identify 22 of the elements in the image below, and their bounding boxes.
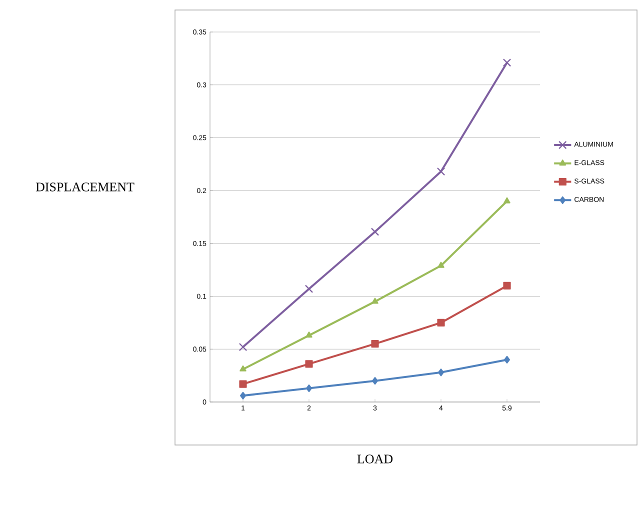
point: [305, 360, 313, 368]
point: [370, 228, 380, 236]
point: [438, 262, 444, 268]
point: [240, 392, 246, 400]
point: [304, 284, 314, 294]
point: [372, 298, 378, 304]
point: [502, 58, 512, 67]
point: [240, 365, 246, 372]
y-axis-title: DISPLACEMENT: [36, 182, 134, 192]
point: [503, 282, 511, 290]
point: [437, 318, 445, 327]
point: [306, 384, 312, 392]
x-axis-title: LOAD: [357, 454, 393, 464]
point: [436, 167, 446, 176]
point: [504, 356, 510, 364]
point: [504, 197, 510, 204]
point: [238, 342, 248, 352]
point: [438, 368, 444, 376]
point: [306, 332, 312, 338]
point: [371, 340, 379, 348]
point: [372, 377, 378, 385]
point: [239, 380, 247, 388]
